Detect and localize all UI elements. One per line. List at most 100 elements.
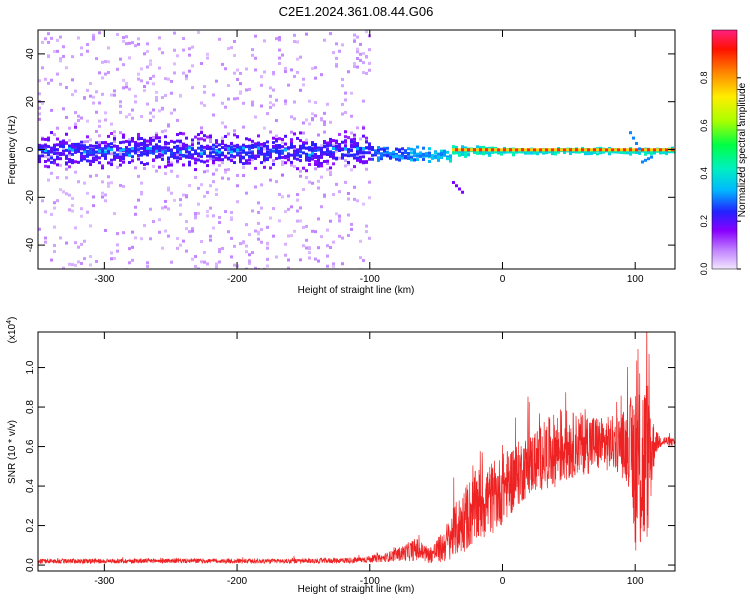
spectrogram-cell <box>116 243 119 247</box>
spectrogram-cell <box>62 139 65 143</box>
spectrogram-cell <box>155 169 158 173</box>
spectrogram-cell <box>224 144 227 148</box>
spectrogram-cell <box>179 243 182 247</box>
spectrogram-cell <box>197 158 200 162</box>
spectrogram-cell <box>200 240 203 244</box>
spectrogram-cell <box>197 267 200 269</box>
spectrogram-cell <box>584 150 587 154</box>
spectrogram-cell <box>206 169 209 173</box>
spectrogram-cell <box>140 192 143 196</box>
snr-panel: -300 -200 -100 0 100 0.00.20.40.60.81.0 Heig… <box>6 317 676 595</box>
spectrogram-cell <box>68 147 71 151</box>
spectrogram-cell <box>296 148 299 152</box>
spectrogram-cell <box>626 150 629 154</box>
spectrogram-cell <box>479 146 482 150</box>
spectrogram-cell <box>221 139 224 143</box>
spectrogram-cell <box>356 152 359 156</box>
spectrogram-cell <box>140 153 143 157</box>
spectrogram-cell <box>101 191 104 195</box>
spectrogram-cell <box>92 156 95 160</box>
spectrogram-cell <box>350 222 353 226</box>
spectrogram-cell <box>176 156 179 160</box>
spectrogram-cell <box>119 158 122 162</box>
spectrogram-cell <box>74 148 77 152</box>
colorbar: 0.00.20.40.60.8 Normalized spectral ampl… <box>699 29 748 275</box>
spectrogram-cell <box>134 149 137 153</box>
spectrogram-cell <box>359 155 362 159</box>
spectrogram-cell <box>359 58 362 62</box>
spectrogram-cell <box>221 158 224 162</box>
spectrogram-cell <box>164 77 167 81</box>
spectrogram-cell <box>194 255 197 259</box>
spectrogram-cell <box>104 146 107 150</box>
spectrogram-cell <box>368 236 371 240</box>
spectrogram-cell <box>65 176 68 180</box>
spectrogram-cell <box>191 45 194 49</box>
spectrogram-cell <box>98 149 101 153</box>
spectrogram-cell <box>287 266 290 269</box>
spectrogram-cell <box>203 103 206 107</box>
spectrogram-cell <box>125 42 128 46</box>
spectrogram-cell-peak <box>521 148 524 152</box>
spectrogram-cell <box>113 139 116 143</box>
spectrogram-cell <box>338 234 341 238</box>
spectrogram-cell <box>41 101 44 105</box>
spectrogram-cell <box>89 144 92 148</box>
spectrogram-cell <box>275 37 278 41</box>
spectrogram-cell-peak <box>608 148 611 152</box>
spectrogram-cell <box>530 151 533 155</box>
spectrogram-cell <box>320 235 323 239</box>
spectrogram-cell <box>293 132 296 136</box>
spectrogram-cell-peak <box>545 148 548 152</box>
spectrogram-cell <box>56 199 59 203</box>
spectrogram-cell <box>50 131 53 135</box>
spectrogram-cell <box>287 234 290 238</box>
spectrogram-cell <box>173 62 176 66</box>
spectrogram-cell <box>614 150 617 154</box>
spectrogram-cell <box>428 154 431 158</box>
spectrogram-cell <box>317 164 320 168</box>
spectrogram-cell <box>305 176 308 180</box>
spectrogram-cell <box>71 145 74 149</box>
spectrogram-cell <box>368 146 371 150</box>
spectrogram-cell <box>395 147 398 151</box>
spectrogram-cell <box>410 158 413 162</box>
spectrogram-cell <box>53 158 56 162</box>
spectrogram-cell <box>245 67 248 71</box>
spectrogram-cell <box>266 257 269 261</box>
spectrogram-cell <box>128 56 131 60</box>
spectrogram-cell <box>272 144 275 148</box>
spectrogram-cell <box>299 174 302 178</box>
spectrogram-cell <box>365 71 368 75</box>
spectrogram-cell <box>290 68 293 72</box>
spectrogram-cell <box>149 148 152 152</box>
spectrogram-cell <box>290 234 293 238</box>
spectrogram-cell <box>269 216 272 220</box>
spectrogram-cell <box>320 144 323 148</box>
spectrogram-cell <box>104 228 107 232</box>
spectrogram-cell <box>416 152 419 156</box>
spectrogram-cell <box>254 56 257 60</box>
spectrogram-cell <box>248 253 251 257</box>
spectrogram-cell <box>512 151 515 155</box>
spectrogram-cell <box>89 151 92 155</box>
spectrogram-cell <box>56 157 59 161</box>
spectrogram-cell <box>362 52 365 56</box>
spectrogram-cell <box>71 204 74 208</box>
spectrogram-cell <box>74 89 77 93</box>
spectrogram-cell <box>221 161 224 165</box>
spectrogram-cell <box>122 184 125 188</box>
spectrogram-cell <box>572 150 575 154</box>
spectrogram-cell <box>350 138 353 142</box>
spectrogram-cell <box>356 145 359 149</box>
spectrogram-cell <box>104 150 107 154</box>
spectrogram-cell <box>173 108 176 112</box>
spectrogram-cell <box>284 253 287 257</box>
spectrogram-cell <box>554 150 557 154</box>
spectrogram-cell <box>167 146 170 150</box>
spectrogram-cell <box>362 126 365 130</box>
spectrogram-cell <box>62 190 65 194</box>
spectrogram-cell <box>137 137 140 141</box>
spectrogram-cell <box>392 154 395 158</box>
spectrogram-cell <box>329 151 332 155</box>
